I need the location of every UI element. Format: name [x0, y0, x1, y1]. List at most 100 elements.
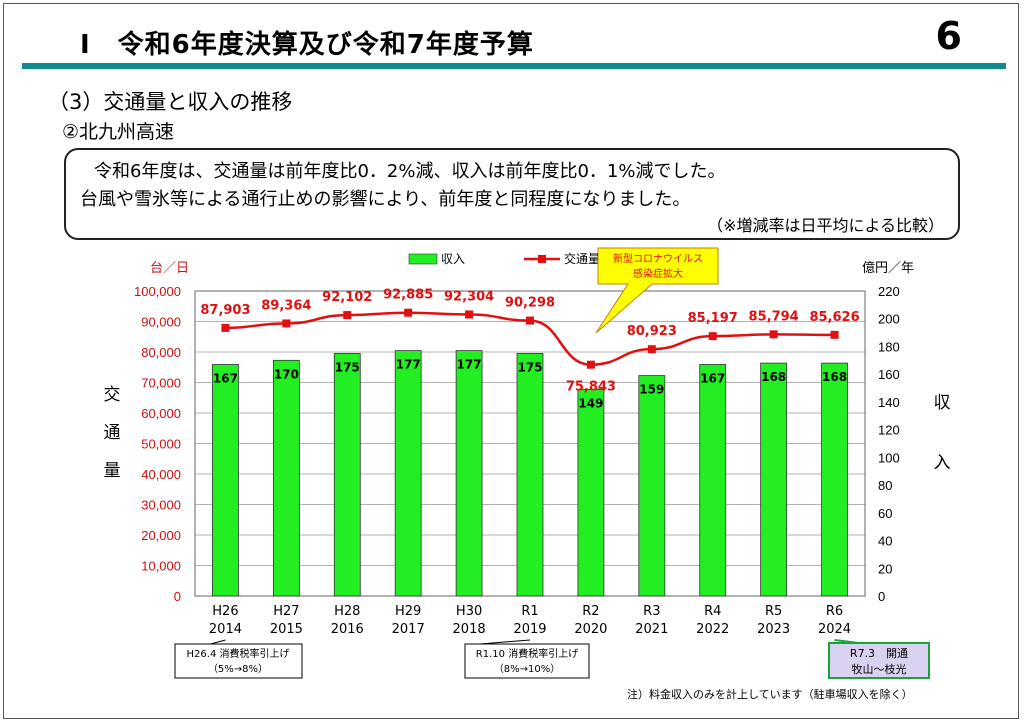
line-value-label: 85,794 [749, 309, 799, 324]
line-point [526, 316, 534, 325]
legend-bar-swatch [408, 253, 438, 265]
open-callout-line2: 牧山～枝光 [852, 662, 907, 676]
x-tick-label-year: 2021 [635, 622, 668, 637]
line-value-label: 92,304 [444, 289, 494, 304]
line-value-label: 92,102 [322, 290, 372, 305]
left-axis-tick-label: 40,000 [141, 467, 181, 482]
x-tick-label-year: 2016 [331, 622, 364, 637]
summary-line-1: 令和6年度は、交通量は前年度比0．2%減、収入は前年度比0．1%減でした。 [94, 161, 726, 182]
bar-value-label: 177 [396, 358, 421, 372]
line-point [647, 345, 656, 354]
line-point [830, 330, 839, 339]
subsection-title: ②北九州高速 [62, 121, 175, 143]
right-axis-tick-label: 100 [878, 450, 900, 465]
legend-bar-label: 収入 [441, 252, 465, 266]
x-tick-label-year: 2017 [392, 622, 425, 637]
x-tick-label-year: 2019 [513, 622, 546, 637]
corona-callout-bubble [595, 247, 719, 334]
footnote: 注）料金収入のみを計上しています（駐車場収入を除く） [627, 688, 913, 701]
line-value-label: 85,626 [809, 310, 859, 325]
x-tick-label-year: 2022 [696, 622, 729, 637]
right-axis-label-char: 収 [934, 393, 951, 413]
right-axis-tick-label: 20 [878, 561, 892, 576]
bar-revenue [760, 362, 788, 597]
right-axis-tick-label: 40 [878, 534, 892, 549]
bar-revenue [272, 359, 300, 597]
left-axis-tick-label: 90,000 [141, 315, 181, 330]
summary-box: 令和6年度は、交通量は前年度比0．2%減、収入は前年度比0．1%減でした。 台風… [64, 148, 960, 240]
corona-callout-line2: 感染症拡大 [633, 267, 683, 280]
bar-revenue [212, 364, 239, 597]
tax2-callout-line1: R1.10 消費税率引上げ [476, 647, 578, 660]
open-callout-box [828, 642, 930, 679]
bar-value-label: 177 [457, 358, 482, 372]
x-tick-label-era: H29 [395, 604, 421, 619]
bar-value-label: 167 [213, 371, 238, 385]
tax2-callout-box [464, 643, 590, 679]
tax2-callout-line2: （8%→10%） [494, 663, 560, 675]
bar-value-label: 170 [274, 367, 299, 381]
left-axis-tick-label: 60,000 [141, 406, 181, 421]
open-callout-line1: R7.3 開通 [850, 647, 908, 660]
line-point [465, 310, 474, 319]
left-axis-label-char: 交 [104, 385, 121, 405]
x-tick-label-era: R3 [643, 604, 660, 619]
bar-revenue [516, 352, 544, 597]
bar-value-label: 175 [517, 360, 542, 374]
left-axis-tick-label: 20,000 [141, 528, 181, 543]
right-axis-unit: 億円／年 [862, 260, 914, 276]
left-axis-tick-label: 70,000 [141, 376, 181, 391]
line-value-label: 89,364 [261, 298, 311, 313]
right-axis-tick-label: 220 [878, 284, 900, 299]
line-point [708, 332, 717, 341]
bar-value-label: 168 [761, 370, 786, 384]
page-title: Ⅰ 令和6年度決算及び令和7年度予算 [80, 30, 534, 60]
x-tick-label-year: 2015 [270, 622, 303, 637]
x-tick-label-era: R4 [704, 604, 721, 619]
x-tick-label-era: R5 [765, 604, 782, 619]
tax2-callout-pointer [479, 639, 531, 645]
right-axis-label-char: 入 [934, 453, 951, 473]
tax1-callout-box [174, 643, 303, 679]
legend-line-label: 交通量 [564, 251, 600, 266]
line-point [769, 330, 778, 339]
line-value-label: 75,843 [566, 380, 616, 395]
left-axis-tick-label: 80,000 [141, 345, 181, 360]
tax1-callout-pointer [210, 639, 226, 645]
right-axis-tick-label: 0 [878, 589, 885, 604]
summary-note: （※増減率は日平均による比較） [707, 216, 944, 235]
bar-revenue [638, 375, 666, 597]
bar-value-label: 175 [335, 360, 360, 374]
line-value-label: 87,903 [200, 303, 250, 318]
x-tick-label-year: 2023 [757, 622, 790, 637]
x-tick-label-era: H30 [456, 604, 482, 619]
bar-revenue [577, 389, 605, 597]
title-underline [22, 63, 1006, 69]
right-axis-tick-label: 120 [878, 423, 900, 438]
x-tick-label-year: 2014 [209, 622, 242, 637]
x-tick-label-era: R6 [826, 604, 843, 619]
bar-value-label: 159 [639, 383, 664, 397]
tax1-callout-line1: H26.4 消費税率引上げ [187, 647, 290, 660]
x-tick-label-era: R1 [521, 604, 538, 619]
legend-line-marker [538, 255, 546, 263]
bar-revenue [699, 364, 727, 597]
line-value-label: 80,923 [627, 324, 677, 339]
page-number: 6 [935, 14, 962, 58]
x-tick-label-era: H28 [334, 604, 360, 619]
line-point [404, 308, 413, 317]
x-tick-label-year: 2020 [574, 622, 607, 637]
line-value-label: 85,197 [688, 311, 738, 326]
line-point [221, 323, 230, 332]
left-axis-unit: 台／日 [150, 261, 189, 276]
line-point [586, 360, 595, 369]
left-axis-tick-label: 10,000 [141, 559, 181, 574]
x-tick-label-era: H26 [212, 604, 238, 619]
tax1-callout-line2: （5%→8%） [208, 663, 268, 675]
bar-revenue [394, 350, 422, 597]
x-tick-label-era: R2 [582, 604, 599, 619]
line-point [343, 311, 352, 320]
x-tick-label-era: H27 [273, 604, 299, 619]
bar-revenue [821, 362, 848, 597]
